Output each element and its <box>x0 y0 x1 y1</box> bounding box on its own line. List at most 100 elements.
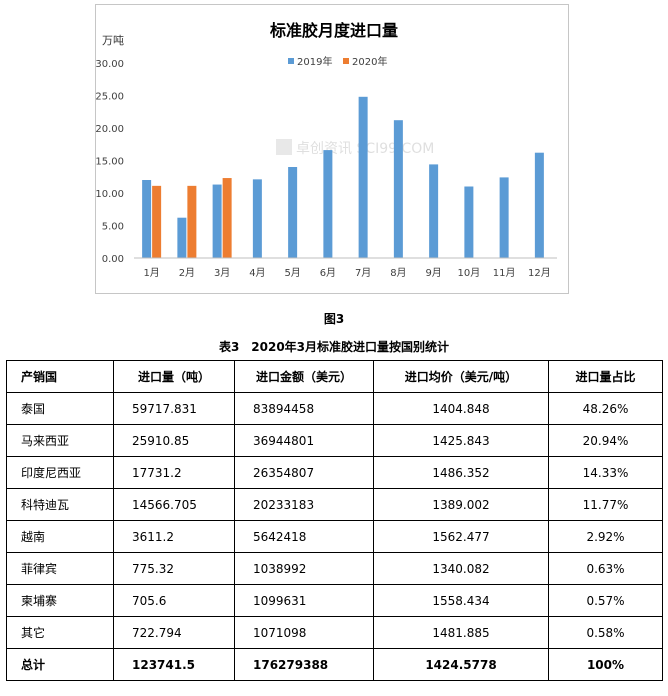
cell-country: 总计 <box>6 648 114 681</box>
cell-amount: 20233183 <box>234 488 374 521</box>
cell-country: 菲律宾 <box>6 552 114 585</box>
import-stats-table: 产销国 进口量（吨） 进口金额（美元） 进口均价（美元/吨） 进口量占比 泰国 5… <box>6 360 663 681</box>
header-volume: 进口量（吨） <box>113 360 235 393</box>
table-row: 菲律宾 775.32 1038992 1340.082 0.63% <box>6 552 663 585</box>
cell-amount: 1038992 <box>234 552 374 585</box>
table-row: 越南 3611.2 5642418 1562.477 2.92% <box>6 520 663 553</box>
bar-series1 <box>534 152 544 258</box>
cell-country: 印度尼西亚 <box>6 456 114 489</box>
header-share: 进口量占比 <box>548 360 663 393</box>
legend: 2019年 2020年 <box>288 55 387 68</box>
cell-share: 20.94% <box>548 424 663 457</box>
y-tick-label: 15.00 <box>96 157 124 168</box>
legend-label: 2019年 <box>297 55 332 68</box>
cell-volume: 3611.2 <box>113 520 235 553</box>
x-tick-label: 5月 <box>284 267 300 279</box>
x-axis: 1月 2月 3月 4月 5月 6月 7月 8月 9月 10月 11月 12月 <box>143 267 550 279</box>
legend-swatch <box>343 58 349 64</box>
cell-amount: 36944801 <box>234 424 374 457</box>
table-row: 其它 722.794 1071098 1481.885 0.58% <box>6 616 663 649</box>
chart-frame: 标准胶月度进口量 万吨 2019年 2020年 卓创资讯 SCI99.COM 0.… <box>95 4 569 294</box>
cell-country: 马来西亚 <box>6 424 114 457</box>
cell-share: 48.26% <box>548 392 663 425</box>
cell-volume: 14566.705 <box>113 488 235 521</box>
x-tick-label: 3月 <box>214 267 230 279</box>
x-tick-label: 12月 <box>528 267 551 279</box>
cell-avg-price: 1558.434 <box>373 584 549 617</box>
cell-country: 泰国 <box>6 392 114 425</box>
table-row: 马来西亚 25910.85 36944801 1425.843 20.94% <box>6 424 663 457</box>
bar-series1 <box>429 164 439 258</box>
cell-share: 0.58% <box>548 616 663 649</box>
cell-share: 14.33% <box>548 456 663 489</box>
cell-amount: 5642418 <box>234 520 374 553</box>
cell-volume: 705.6 <box>113 584 235 617</box>
cell-amount: 1071098 <box>234 616 374 649</box>
cell-avg-price: 1486.352 <box>373 456 549 489</box>
table-total-row: 总计 123741.5 176279388 1424.5778 100% <box>6 648 663 681</box>
legend-swatch <box>288 58 294 64</box>
cell-avg-price: 1404.848 <box>373 392 549 425</box>
x-tick-label: 11月 <box>493 267 516 279</box>
y-tick-label: 5.00 <box>102 222 124 233</box>
bar-chart: 标准胶月度进口量 万吨 2019年 2020年 卓创资讯 SCI99.COM 0.… <box>96 21 557 279</box>
cell-share: 2.92% <box>548 520 663 553</box>
cell-avg-price: 1562.477 <box>373 520 549 553</box>
x-tick-label: 10月 <box>458 267 481 279</box>
cell-amount: 26354807 <box>234 456 374 489</box>
bar-series1 <box>499 177 509 258</box>
bar-series1 <box>393 120 403 258</box>
cell-volume: 59717.831 <box>113 392 235 425</box>
y-axis: 0.00 5.00 10.00 15.00 20.00 25.00 30.00 <box>96 59 124 265</box>
x-tick-label: 9月 <box>425 267 441 279</box>
cell-share: 0.57% <box>548 584 663 617</box>
x-tick-label: 1月 <box>143 267 159 279</box>
bar-series1 <box>464 186 474 258</box>
bar-series2 <box>187 185 197 258</box>
bar-series1 <box>212 184 222 258</box>
cell-volume: 25910.85 <box>113 424 235 457</box>
bar-series1 <box>288 167 298 258</box>
x-tick-label: 4月 <box>249 267 265 279</box>
x-tick-label: 7月 <box>355 267 371 279</box>
cell-share: 100% <box>548 648 663 681</box>
cell-share: 0.63% <box>548 552 663 585</box>
cell-country: 其它 <box>6 616 114 649</box>
table-header-row: 产销国 进口量（吨） 进口金额（美元） 进口均价（美元/吨） 进口量占比 <box>6 360 663 393</box>
table-body: 泰国 59717.831 83894458 1404.848 48.26% 马来西亚 259… <box>6 392 663 681</box>
cell-avg-price: 1481.885 <box>373 616 549 649</box>
bar-series2 <box>222 178 232 258</box>
cell-volume: 722.794 <box>113 616 235 649</box>
header-country: 产销国 <box>6 360 114 393</box>
cell-country: 柬埔寨 <box>6 584 114 617</box>
bar-series1 <box>358 96 368 258</box>
watermark: 卓创资讯 SCI99.COM <box>276 139 434 157</box>
cell-country: 科特迪瓦 <box>6 488 114 521</box>
chart-title: 标准胶月度进口量 <box>269 21 398 40</box>
cell-country: 越南 <box>6 520 114 553</box>
bar-series2 <box>152 185 162 258</box>
cell-avg-price: 1425.843 <box>373 424 549 457</box>
y-tick-label: 20.00 <box>96 124 124 135</box>
bar-series1 <box>142 180 152 258</box>
table-row: 泰国 59717.831 83894458 1404.848 48.26% <box>6 392 663 425</box>
cell-avg-price: 1389.002 <box>373 488 549 521</box>
y-tick-label: 10.00 <box>96 189 124 200</box>
y-tick-label: 25.00 <box>96 92 124 103</box>
x-tick-label: 6月 <box>320 267 336 279</box>
cell-amount: 83894458 <box>234 392 374 425</box>
x-tick-label: 2月 <box>179 267 195 279</box>
y-tick-label: 0.00 <box>102 254 124 265</box>
figure-caption: 图3 <box>323 312 345 326</box>
header-amount: 进口金额（美元） <box>234 360 374 393</box>
y-tick-label: 30.00 <box>96 59 124 70</box>
cell-volume: 17731.2 <box>113 456 235 489</box>
cell-share: 11.77% <box>548 488 663 521</box>
bar-series1 <box>177 217 187 258</box>
cell-avg-price: 1340.082 <box>373 552 549 585</box>
table-caption: 表3 2020年3月标准胶进口量按国别统计 <box>218 340 450 354</box>
table-row: 印度尼西亚 17731.2 26354807 1486.352 14.33% <box>6 456 663 489</box>
cell-amount: 176279388 <box>234 648 374 681</box>
bar-series1 <box>323 150 333 258</box>
table-row: 科特迪瓦 14566.705 20233183 1389.002 11.77% <box>6 488 663 521</box>
